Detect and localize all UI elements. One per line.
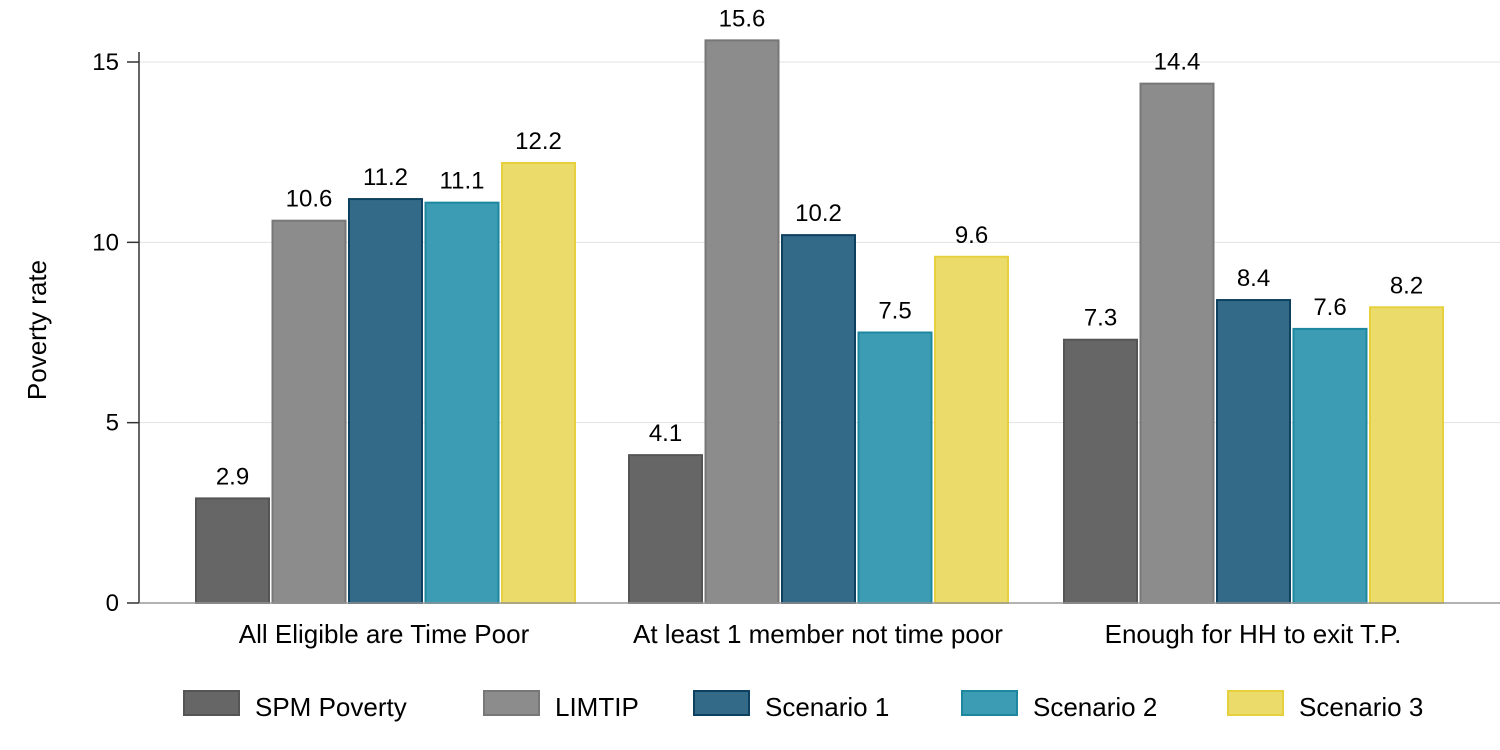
data-labels: 2.9 4.1 7.3 10.6 15.6 14.4 11.2 10.2 8.4 11.1 7.5 7…	[216, 5, 1423, 490]
bar-spm-poverty	[1063, 338, 1138, 604]
data-label: 11.1	[440, 168, 485, 195]
bar-scenario-1	[348, 198, 423, 604]
bars	[195, 39, 1444, 605]
bar-scenario-3	[501, 161, 576, 604]
data-label: 11.2	[363, 164, 408, 191]
y-tick-label: 0	[106, 590, 119, 617]
bar-spm-poverty	[195, 497, 270, 605]
data-label: 7.5	[878, 298, 911, 325]
data-label: 8.4	[1237, 265, 1270, 292]
y-axis-label: Poverty rate	[22, 260, 52, 400]
data-label: 12.2	[515, 128, 562, 155]
data-label: 4.1	[649, 420, 682, 447]
bar-scenario-2	[424, 201, 500, 604]
axes	[138, 52, 1500, 604]
y-tick-label: 5	[106, 410, 119, 437]
axis-ticks: 0 5 10 15 All Eligible are Time Poor At least…	[92, 49, 1401, 649]
legend-label: LIMTIP	[555, 692, 639, 722]
bar-spm-poverty	[628, 454, 703, 605]
bar-scenario-3	[934, 255, 1009, 604]
x-category-label: All Eligible are Time Poor	[239, 619, 530, 649]
bar-scenario-2	[857, 331, 933, 604]
data-label: 10.2	[795, 200, 842, 227]
data-label: 7.6	[1313, 294, 1346, 321]
legend: SPM Poverty LIMTIP Scenario 1 Scenario 2 Sce…	[183, 690, 1423, 722]
legend-swatch	[183, 690, 240, 716]
data-label: 9.6	[955, 222, 988, 249]
bar-scenario-1	[1216, 299, 1291, 604]
bar-scenario-1	[781, 234, 856, 604]
bar-limtip	[1139, 82, 1215, 604]
legend-swatch	[483, 690, 540, 716]
bar-scenario-3	[1369, 306, 1444, 604]
data-label: 7.3	[1084, 305, 1117, 332]
bar-limtip	[271, 219, 347, 604]
legend-swatch	[693, 690, 750, 716]
x-category-label: Enough for HH to exit T.P.	[1105, 619, 1402, 649]
data-label: 2.9	[216, 463, 249, 490]
y-tick-label: 15	[92, 49, 119, 76]
data-label: 14.4	[1154, 49, 1201, 76]
y-tick-label: 10	[92, 229, 119, 256]
data-label: 15.6	[719, 5, 766, 32]
x-category-label: At least 1 member not time poor	[633, 619, 1003, 649]
data-label: 8.2	[1390, 272, 1423, 299]
legend-swatch	[1227, 690, 1284, 716]
legend-label: Scenario 2	[1033, 692, 1157, 722]
legend-label: SPM Poverty	[255, 692, 407, 722]
bar-scenario-2	[1292, 327, 1368, 604]
data-label: 10.6	[286, 186, 333, 213]
bar-limtip	[704, 39, 780, 605]
legend-label: Scenario 3	[1299, 692, 1423, 722]
legend-label: Scenario 1	[765, 692, 889, 722]
legend-swatch	[961, 690, 1018, 716]
